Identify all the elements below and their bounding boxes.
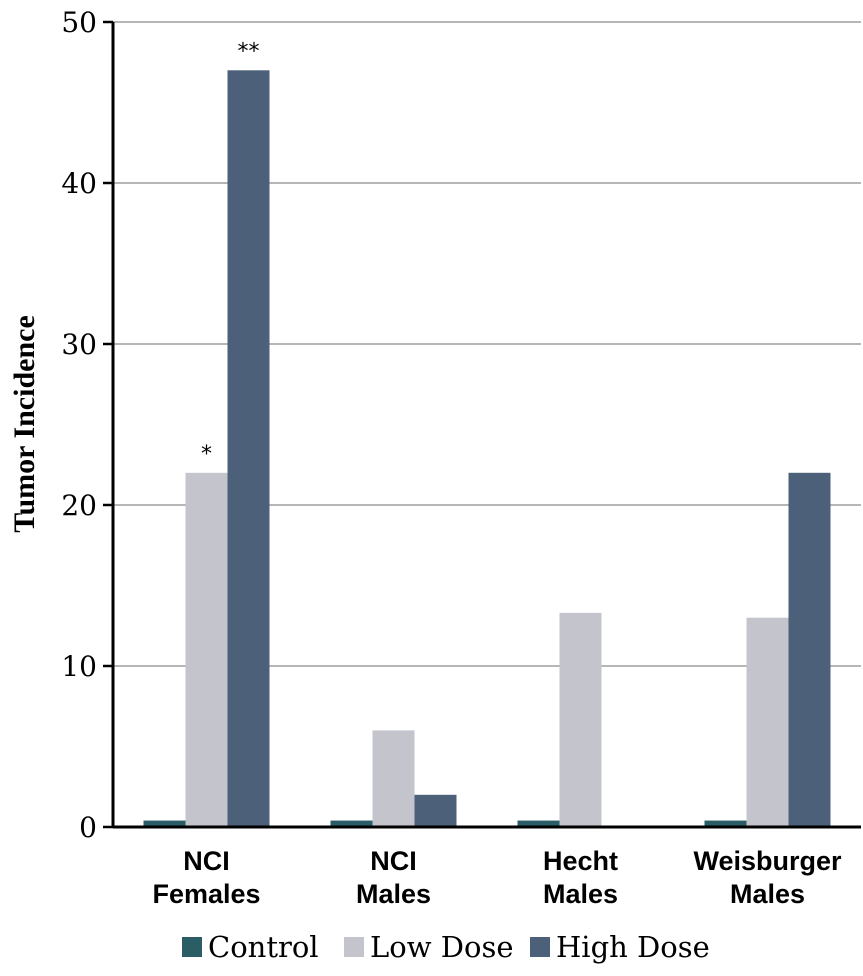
category-label: Males — [543, 879, 618, 909]
legend-swatch — [530, 937, 550, 957]
legend-label: High Dose — [556, 930, 710, 964]
legend: Control Low Dose High Dose — [182, 930, 710, 964]
bar-control — [704, 820, 747, 827]
bar-high-dose — [227, 70, 270, 828]
legend-label: Low Dose — [370, 930, 514, 964]
bar-low-dose — [746, 617, 789, 827]
annotations: *** — [201, 39, 260, 467]
legend-label: Control — [208, 930, 319, 964]
category-label: Weisburger — [693, 846, 842, 876]
category-label: Males — [356, 879, 431, 909]
y-tick-label: 20 — [61, 489, 97, 522]
y-axis-title: Tumor Incidence — [8, 315, 41, 533]
bar-control — [143, 820, 186, 827]
bar-high-dose — [788, 472, 831, 827]
bar-low-dose — [372, 730, 415, 827]
bar-control — [517, 820, 560, 827]
y-tick-label: 40 — [61, 167, 97, 200]
bars — [143, 70, 831, 828]
category-label: NCI — [370, 846, 417, 876]
category-label: NCI — [183, 846, 230, 876]
significance-marker: * — [201, 442, 212, 467]
significance-marker: ** — [238, 39, 260, 64]
category-label: Males — [730, 879, 805, 909]
legend-swatch — [344, 937, 364, 957]
category-label: Females — [152, 879, 260, 909]
legend-swatch — [182, 937, 202, 957]
bar-low-dose — [185, 472, 228, 827]
y-tick-label: 0 — [79, 811, 97, 844]
category-labels: NCIFemalesNCIMalesHechtMalesWeisburgerMa… — [152, 846, 842, 909]
y-tick-label: 50 — [61, 6, 97, 39]
bar-control — [330, 820, 373, 827]
y-tick-label: 30 — [61, 328, 97, 361]
bar-low-dose — [559, 612, 602, 827]
bar-high-dose — [414, 794, 457, 827]
y-tick-labels: 0 10 20 30 40 50 — [61, 6, 113, 844]
y-tick-label: 10 — [61, 650, 97, 683]
axes — [111, 22, 861, 829]
category-label: Hecht — [543, 846, 618, 876]
